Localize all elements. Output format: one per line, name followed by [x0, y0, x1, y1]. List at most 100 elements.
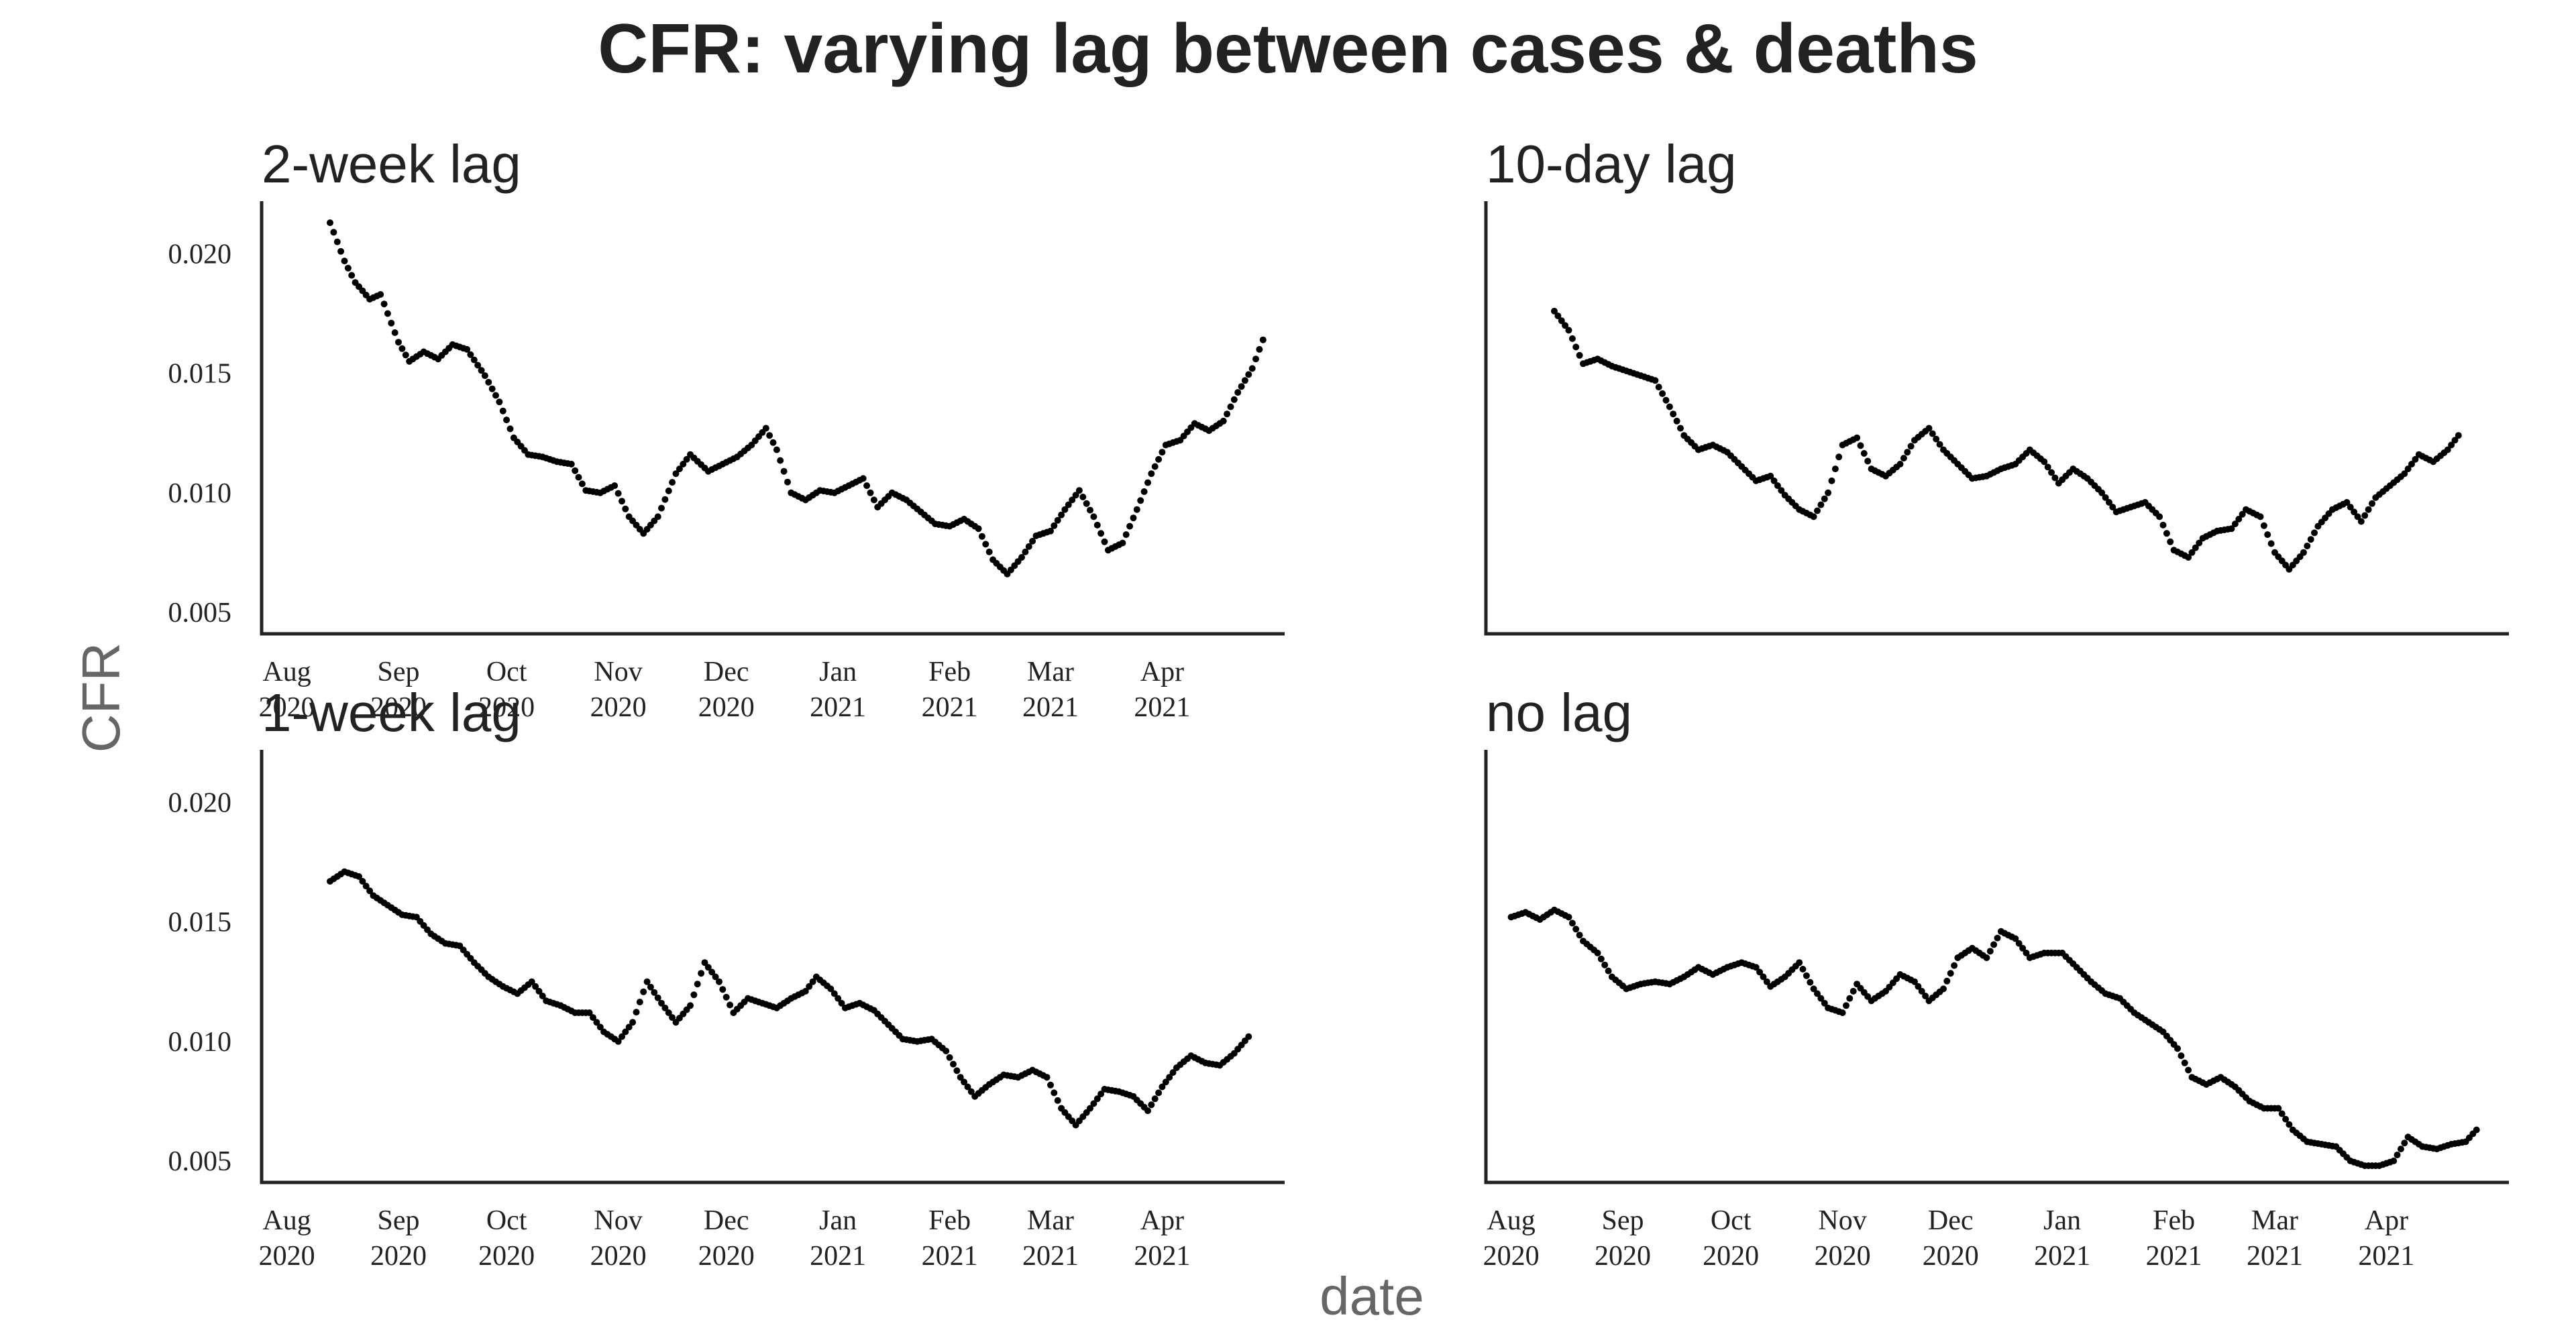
data-point [1990, 941, 1998, 948]
axis-frame [1484, 201, 2509, 636]
data-point [2260, 522, 2267, 529]
data-point [1101, 538, 1108, 545]
data-point [683, 455, 690, 463]
data-point [835, 995, 842, 1002]
data-point [2286, 1121, 2293, 1128]
x-tick-label: Dec [704, 657, 749, 687]
data-point [2455, 432, 2462, 439]
y-tick-label: 0.005 [168, 598, 232, 628]
data-point [398, 345, 406, 352]
data-point [474, 362, 482, 369]
data-point [1576, 932, 1583, 939]
data-point [1831, 465, 1839, 473]
data-point [1803, 972, 1810, 979]
panel-3: no lag Aug 2020 Sep 2020 Oct 2020 Nov 2020 Dec 202… [1483, 683, 2509, 1272]
y-tick-label: 0.015 [168, 359, 232, 390]
axis-frame [1484, 750, 2509, 1184]
data-point [2185, 1066, 2192, 1074]
data-point [708, 968, 716, 976]
data-point [2181, 1059, 2188, 1066]
data-point [769, 439, 777, 446]
data-point [1140, 488, 1148, 495]
data-point [964, 1083, 971, 1091]
data-point [1760, 973, 1767, 981]
data-point [1252, 355, 1259, 363]
data-point [2397, 1146, 2404, 1153]
data-point [1054, 516, 1061, 524]
data-point [1835, 453, 1843, 461]
x-tick-label: 2020 [1595, 1241, 1651, 1272]
data-point [341, 258, 348, 265]
data-point [377, 291, 384, 298]
data-point [1568, 920, 1576, 927]
data-point [1058, 511, 1065, 518]
data-point [1929, 430, 1936, 437]
data-point [1093, 1095, 1101, 1103]
axis-frame [260, 201, 1285, 636]
data-point [1079, 494, 1087, 500]
data-point [978, 533, 985, 540]
data-point [2369, 500, 2375, 507]
data-point [1817, 501, 1825, 508]
x-tick-label: 2020 [590, 1241, 647, 1272]
data-point [1551, 307, 1558, 315]
data-point [687, 1002, 694, 1009]
data-point [2019, 944, 2027, 952]
x-tick-label: Nov [594, 657, 642, 687]
data-point [1047, 1081, 1054, 1089]
data-point [1126, 522, 1134, 530]
data-point [1936, 441, 1943, 448]
data-point [348, 272, 356, 279]
data-point [1097, 1091, 1105, 1098]
x-tick-label: Dec [1928, 1205, 1974, 1236]
data-point [1605, 967, 1612, 975]
data-point [2023, 949, 2030, 956]
data-point [1951, 962, 1958, 969]
data-point [2408, 461, 2415, 467]
x-tick-label: 2020 [1815, 1241, 1871, 1272]
data-point [492, 392, 499, 399]
data-point [2412, 455, 2419, 463]
panel-title: 2-week lag [262, 134, 521, 194]
data-point [1234, 389, 1242, 396]
panel-1: 10-day lag [1484, 134, 2509, 636]
data-point [694, 981, 701, 988]
data-point [1896, 461, 1904, 467]
data-point [1994, 934, 2001, 942]
data-point [1572, 343, 1580, 351]
data-point [2231, 520, 2239, 528]
data-point [953, 1067, 961, 1074]
data-point [1849, 987, 1857, 995]
data-point [2444, 446, 2451, 453]
data-point [766, 432, 773, 439]
data-point [622, 505, 629, 512]
x-tick-label: Mar [2251, 1205, 2298, 1236]
data-point [2361, 512, 2369, 519]
data-point [1918, 987, 1925, 995]
data-point [1227, 403, 1234, 410]
data-point [669, 479, 676, 486]
y-tick-label: 0.020 [168, 787, 232, 818]
data-point [366, 887, 374, 895]
data-point [539, 993, 546, 999]
data-point [1572, 926, 1580, 933]
panel-0: 2-week lag 0.005 0.010 0.015 0.020 Aug 2020 Sep… [168, 134, 1285, 723]
data-point [629, 1019, 637, 1026]
x-tick-label: 2020 [370, 692, 427, 723]
data-point [698, 970, 705, 977]
data-point [1947, 970, 1954, 977]
x-tick-label: Nov [594, 1205, 642, 1236]
data-point [1659, 390, 1666, 397]
data-point [1763, 978, 1770, 985]
data-point [1810, 985, 1817, 993]
data-point [1860, 450, 1868, 457]
data-point [2307, 536, 2314, 543]
data-point [2257, 513, 2264, 520]
data-point [1597, 955, 1605, 962]
data-point [2264, 531, 2271, 539]
x-tick-label: Oct [486, 657, 527, 687]
x-tick-label: 2020 [1483, 1241, 1540, 1272]
data-point [777, 457, 784, 464]
data-point [2041, 458, 2048, 465]
data-point [1796, 959, 1803, 966]
